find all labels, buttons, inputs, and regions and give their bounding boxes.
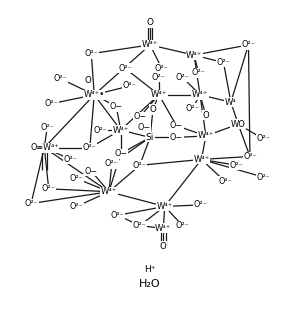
Text: O−: O− [133,112,146,121]
Text: O−: O− [138,123,151,132]
Text: O−: O− [170,121,183,130]
Text: W⁴⁺: W⁴⁺ [193,155,210,164]
Text: O²⁻: O²⁻ [256,134,270,143]
Text: W⁴: W⁴ [225,98,237,107]
Text: O²⁻: O²⁻ [24,199,38,208]
Text: O−: O− [114,149,127,158]
Text: Si: Si [146,133,154,142]
Text: O²⁻: O²⁻ [256,172,270,182]
Text: O−: O− [85,167,98,176]
Text: O²⁻: O²⁻ [186,104,200,113]
Text: O²⁻: O²⁻ [64,155,78,164]
Text: O: O [147,18,154,27]
Text: W⁴⁺: W⁴⁺ [142,40,158,49]
Text: O²⁻: O²⁻ [40,123,54,132]
Text: O²⁻: O²⁻ [218,177,232,186]
Text: O: O [85,76,92,85]
Text: W⁴⁺: W⁴⁺ [198,131,214,141]
Text: W⁴⁺: W⁴⁺ [155,224,171,233]
Text: O²⁻: O²⁻ [118,64,132,73]
Text: O−: O− [110,102,123,111]
Text: O²⁻: O²⁻ [105,159,119,168]
Text: W⁴⁺: W⁴⁺ [186,51,202,60]
Text: WO: WO [231,120,246,129]
Text: O²⁻: O²⁻ [152,73,166,82]
Text: O²⁻: O²⁻ [123,81,136,90]
Text: O²⁻: O²⁻ [111,211,125,220]
Text: O: O [160,242,167,251]
Text: O: O [203,111,209,120]
Text: O²⁻: O²⁻ [193,200,207,209]
Text: W⁴⁺: W⁴⁺ [113,126,129,135]
Text: O²⁻: O²⁻ [70,202,84,211]
Text: O²⁻: O²⁻ [133,221,147,230]
Text: O²⁻: O²⁻ [230,161,244,170]
Text: O≡W⁴⁺: O≡W⁴⁺ [30,143,58,152]
Text: O²⁻: O²⁻ [45,99,58,108]
Text: O²⁻: O²⁻ [54,74,67,83]
Text: W⁴⁺: W⁴⁺ [151,90,167,99]
Text: O²⁻: O²⁻ [192,68,205,77]
Text: O²⁻: O²⁻ [84,49,98,58]
Text: H₂O: H₂O [139,279,161,289]
Text: O: O [150,105,156,114]
Text: H⁺: H⁺ [144,265,156,274]
Text: O²⁻: O²⁻ [175,73,189,82]
Text: O²⁻: O²⁻ [155,64,169,73]
Text: W⁴⁺: W⁴⁺ [101,187,117,196]
Text: O²⁻: O²⁻ [133,161,147,170]
Text: O²⁻: O²⁻ [243,152,257,161]
Text: O²⁻: O²⁻ [175,221,189,230]
Text: W⁴⁺: W⁴⁺ [157,202,173,211]
Text: O²⁻: O²⁻ [70,174,84,183]
Text: W⁴⁺•: W⁴⁺• [84,90,105,99]
Text: O²⁻: O²⁻ [83,143,97,152]
Text: O²⁻: O²⁻ [241,40,256,49]
Text: O²⁻: O²⁻ [42,184,56,193]
Text: O−: O− [170,133,183,142]
Text: W⁴⁺: W⁴⁺ [192,90,208,99]
Text: O²⁻: O²⁻ [217,58,230,67]
Text: O²⁻: O²⁻ [93,126,107,135]
